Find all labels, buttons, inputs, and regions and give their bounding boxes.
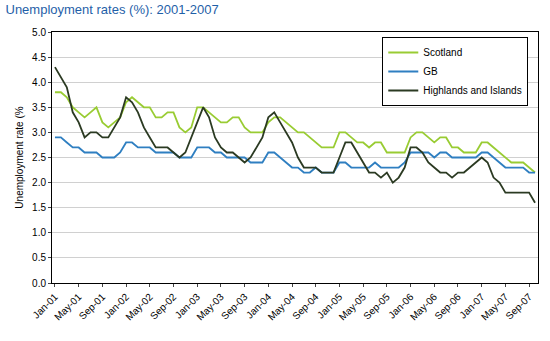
svg-text:1.0: 1.0 [32,227,46,238]
svg-text:Unemployment rate (%: Unemployment rate (% [14,106,25,208]
svg-text:Highlands and Islands: Highlands and Islands [423,85,521,96]
svg-text:4.5: 4.5 [32,52,46,63]
svg-text:0.5: 0.5 [32,252,46,263]
svg-text:Sep-07: Sep-07 [503,291,534,322]
svg-text:May-03: May-03 [194,291,226,323]
svg-text:May-01: May-01 [52,291,84,323]
svg-text:2.0: 2.0 [32,177,46,188]
svg-text:Jan-07: Jan-07 [457,291,487,321]
svg-text:Jan-03: Jan-03 [173,291,203,321]
svg-text:3.0: 3.0 [32,127,46,138]
svg-text:Jan-06: Jan-06 [386,291,416,321]
svg-text:0.0: 0.0 [32,278,46,289]
svg-text:Jan-01: Jan-01 [31,291,61,321]
svg-text:Sep-06: Sep-06 [432,291,463,322]
svg-text:Jan-02: Jan-02 [102,291,132,321]
svg-text:Sep-02: Sep-02 [148,291,179,322]
svg-text:Unemployment rates (%): 2001-2: Unemployment rates (%): 2001-2007 [6,2,219,17]
svg-text:May-06: May-06 [408,291,440,323]
svg-text:Jan-04: Jan-04 [244,291,274,321]
svg-text:5.0: 5.0 [32,27,46,38]
svg-text:GB: GB [423,66,438,77]
svg-text:Jan-05: Jan-05 [315,291,345,321]
svg-text:Sep-05: Sep-05 [361,291,392,322]
svg-text:3.5: 3.5 [32,102,46,113]
svg-text:1.5: 1.5 [32,202,46,213]
svg-text:May-05: May-05 [337,291,369,323]
svg-text:2.5: 2.5 [32,152,46,163]
svg-text:Sep-04: Sep-04 [290,291,321,322]
svg-text:May-02: May-02 [123,291,155,323]
svg-text:Sep-01: Sep-01 [77,291,108,322]
svg-text:Sep-03: Sep-03 [219,291,250,322]
svg-text:May-07: May-07 [479,291,511,323]
svg-text:Scotland: Scotland [423,47,462,58]
svg-text:4.0: 4.0 [32,77,46,88]
svg-text:May-04: May-04 [266,291,298,323]
